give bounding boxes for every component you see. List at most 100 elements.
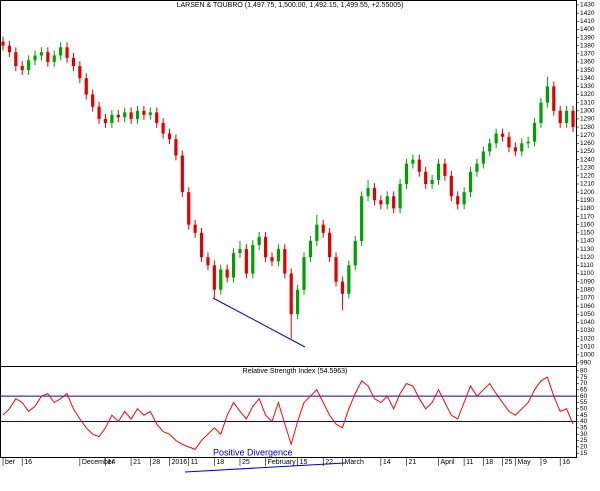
y-tick-label: 1240 [580,156,595,163]
candle-body [507,136,511,148]
candle-body [308,240,313,258]
y-tick-label: 1370 [580,51,595,58]
y-tick-label: 55 [580,399,588,406]
y-tick-label: 1350 [580,67,595,74]
candle-body [468,171,473,193]
candle-body [411,159,415,164]
y-tick-label: 1280 [580,124,595,131]
candle-body [564,110,569,123]
candle-body [372,188,377,201]
y-tick-label: 80 [580,368,588,375]
candle-body [199,232,204,258]
rsi-title: Relative Strength Index (54.5963) [243,368,348,375]
y-tick-label: 45 [580,412,588,419]
y-tick-label: 1140 [580,238,594,245]
x-tick-label: 2016 [172,459,188,466]
y-tick-label: 30 [580,431,588,438]
x-tick-label: 25 [505,459,513,466]
y-tick-label: 1040 [580,319,595,326]
y-tick-label: 1360 [580,59,595,66]
y-tick-label: 65 [580,387,588,394]
candle-body [263,236,268,258]
candle-body [129,112,133,119]
candle-body [71,57,76,67]
candle-body [148,112,152,115]
y-tick-label: 1010 [580,343,595,350]
y-tick-label: 1120 [580,254,594,261]
candle-body [360,196,364,241]
x-tick-label: May [517,459,531,466]
candle-body [340,281,345,294]
candle-body [488,143,492,152]
y-tick-label: 1230 [580,164,595,171]
candle-body [404,163,409,184]
y-tick-label: 1020 [580,335,595,342]
y-tick-label: 75 [580,374,588,381]
candle-body [193,224,197,233]
y-tick-label: 25 [580,437,588,444]
candle-body [46,52,50,62]
candle-body [180,155,184,193]
candle-body [366,188,370,197]
y-tick-label: 35 [580,425,588,432]
x-tick-label: December [82,459,115,466]
y-tick-label: 1310 [580,99,595,106]
candle-body [187,192,191,225]
candle-body [1,41,5,46]
y-tick-label: 60 [580,393,588,400]
x-tick-label: 11 [191,459,198,466]
y-tick-label: 1150 [580,230,594,237]
price-trendline [212,297,306,348]
y-tick-label: 1050 [580,311,595,318]
candle-body [417,159,421,172]
y-tick-label: 1430 [580,2,595,9]
candle-body [238,249,242,254]
y-tick-label: 1090 [580,278,595,285]
x-tick-label: 18 [485,459,493,466]
candle-body [424,171,428,184]
candle-body [7,45,12,53]
y-tick-label: 1380 [580,42,595,49]
y-tick-label: 1110 [580,262,594,269]
x-tick-label: 16 [24,459,32,466]
candle-body [270,257,274,262]
candle-body [456,196,460,205]
candle-body [231,253,236,278]
y-tick-label: 1200 [580,189,595,196]
x-tick-label: 21 [133,459,141,466]
candle-body [20,66,24,71]
candle-body [296,289,300,315]
y-tick-label: 1080 [580,286,595,293]
candle-body [174,139,178,156]
y-tick-label: 1400 [580,26,595,33]
candle-body [39,52,44,56]
candle-body [33,55,37,61]
candle-body [84,78,88,95]
candle-body [334,257,338,282]
candle-body [116,114,120,118]
x-tick-label: 16 [562,459,570,466]
candle-body [520,143,524,152]
y-tick-label: 1320 [580,91,595,98]
chart-title: LARSEN & TOUBRO (1,497.75, 1,500.00, 1,4… [177,2,404,9]
y-tick-label: 15 [580,450,588,457]
candle-body [59,47,63,56]
rsi-trendline [184,462,346,473]
y-tick-label: 1170 [580,213,594,220]
x-tick-label: 25 [242,459,250,466]
candle-body [328,232,332,258]
candle-body [379,200,383,205]
rsi-line [2,376,574,451]
candle-body [91,94,95,107]
candle-body [430,179,434,184]
candle-body [206,257,210,266]
candle-body [219,269,223,290]
y-tick-label: 1100 [580,270,594,277]
x-tick-label: ber [5,459,16,466]
y-tick-label: 1260 [580,140,595,147]
candle-body [353,240,357,266]
candle-body [500,133,505,137]
candle-body [558,110,562,123]
